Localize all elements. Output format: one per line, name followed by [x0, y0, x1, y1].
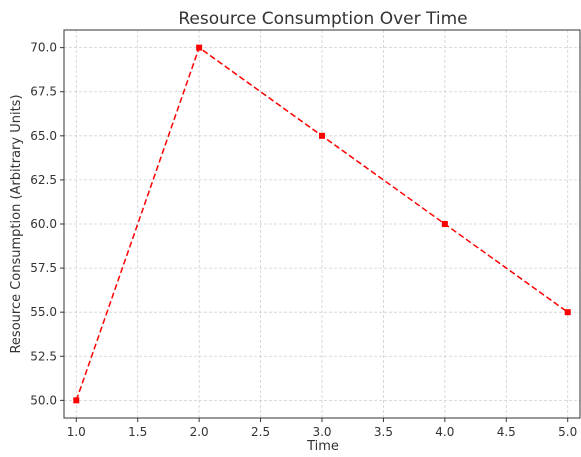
y-axis-label: Resource Consumption (Arbitrary Units)	[9, 94, 24, 353]
series-layer	[73, 44, 571, 404]
x-tick-label: 1.0	[67, 425, 86, 439]
chart-title: Resource Consumption Over Time	[178, 9, 467, 29]
y-tick-label: 70.0	[30, 41, 57, 55]
x-tick-label: 1.5	[128, 425, 147, 439]
y-tick-label: 50.0	[30, 393, 57, 407]
data-point-marker	[196, 44, 203, 51]
data-point-marker	[73, 397, 80, 404]
x-tick-label: 4.0	[435, 425, 454, 439]
x-tick-label: 2.0	[190, 425, 209, 439]
y-tick-label: 65.0	[30, 129, 57, 143]
y-tick-label: 52.5	[30, 349, 57, 363]
x-tick-label: 3.0	[312, 425, 331, 439]
x-tick-label: 4.5	[497, 425, 516, 439]
y-tick-label: 62.5	[30, 173, 57, 187]
grid-layer	[64, 30, 580, 418]
data-point-marker	[564, 309, 571, 316]
x-tick-label: 3.5	[374, 425, 393, 439]
y-tick-label: 67.5	[30, 85, 57, 99]
data-point-marker	[441, 221, 448, 227]
x-tick-label: 5.0	[558, 425, 577, 439]
y-tick-label: 55.0	[30, 305, 57, 319]
x-axis-label: Time	[306, 439, 339, 454]
y-tick-label: 57.5	[30, 261, 57, 275]
x-tick-label: 2.5	[251, 425, 270, 439]
tick-layer: 1.0 1.5 2.0 2.5 3.0 3.5 4.0 4.5 5.0 50.0 52.5 55.0 5…	[30, 41, 577, 439]
y-tick-label: 60.0	[30, 217, 57, 231]
data-point-marker	[319, 132, 325, 139]
